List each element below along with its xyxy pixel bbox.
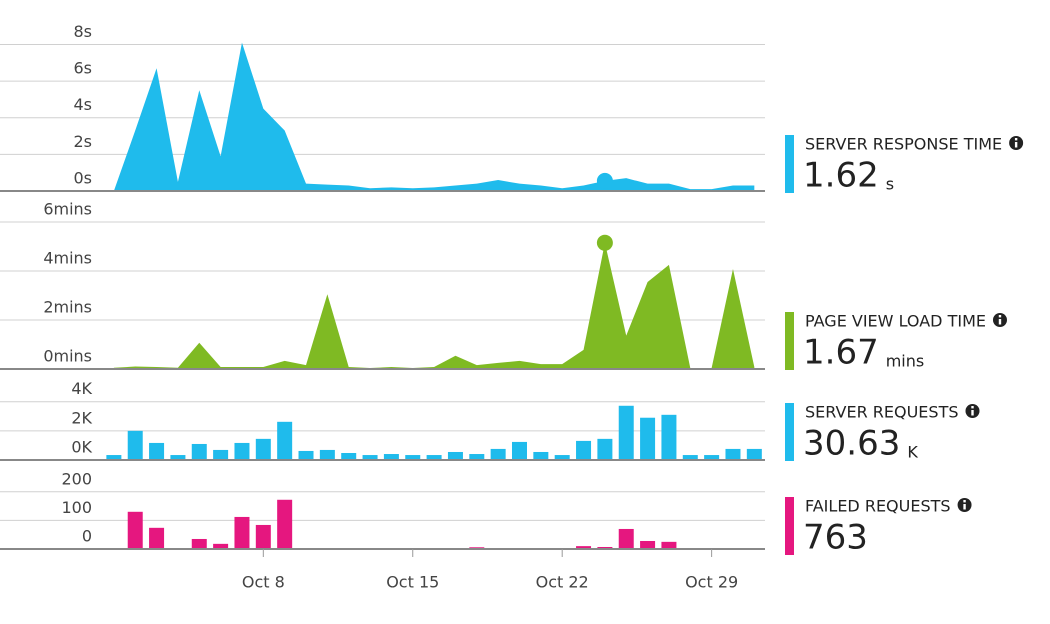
x-tick-label: Oct 29 (685, 573, 738, 592)
point-marker (596, 172, 613, 189)
bar (597, 546, 613, 549)
summary-bar (785, 135, 794, 193)
bar (149, 527, 165, 549)
y-tick-label: 200 (61, 469, 92, 488)
bar (277, 499, 293, 549)
bar (597, 438, 613, 460)
bar (511, 441, 527, 460)
summary-value: 763 (803, 518, 868, 558)
summary-title: SERVER RESPONSE TIME (805, 135, 1002, 154)
bar (213, 543, 229, 549)
bar (576, 546, 592, 549)
info-icon-dot (963, 500, 966, 503)
bar (106, 455, 122, 460)
bar (191, 538, 207, 549)
summary-bar (785, 497, 794, 555)
bar (746, 448, 762, 460)
bar (447, 451, 463, 460)
bar (704, 455, 720, 460)
info-icon-dot (1014, 138, 1018, 141)
info-icon-dot (971, 406, 974, 409)
bar (298, 450, 314, 460)
summary-unit: mins (886, 352, 925, 371)
bar (234, 442, 250, 460)
bar (469, 454, 485, 460)
bar (255, 438, 271, 460)
y-tick-label: 0K (71, 438, 92, 457)
bar (618, 405, 634, 460)
y-tick-label: 100 (61, 498, 92, 517)
y-tick-label: 4mins (43, 248, 92, 267)
bar (170, 455, 186, 460)
bar (725, 448, 741, 460)
summary-unit: K (907, 443, 918, 462)
bar (277, 421, 293, 460)
bar (362, 455, 378, 460)
bar (618, 528, 634, 549)
bar (191, 443, 207, 460)
bar (661, 414, 677, 460)
y-tick-label: 2K (71, 408, 92, 427)
point-marker (596, 234, 613, 251)
info-icon-dot (998, 315, 1002, 318)
y-tick-label: 4K (71, 379, 92, 398)
x-tick-label: Oct 22 (536, 573, 589, 592)
info-icon-stem (1014, 142, 1018, 148)
area (113, 242, 755, 369)
y-tick-label: 8s (73, 22, 92, 41)
area (113, 42, 755, 191)
info-icon-stem (963, 504, 966, 510)
summary-bar (785, 312, 794, 370)
summary-title: FAILED REQUESTS (805, 497, 951, 516)
bar (490, 448, 506, 460)
x-tick-label: Oct 15 (386, 573, 439, 592)
bar (383, 454, 399, 460)
summary-title: PAGE VIEW LOAD TIME (805, 312, 986, 331)
bar (576, 440, 592, 460)
bar (640, 540, 656, 549)
y-tick-label: 2mins (43, 297, 92, 316)
bar (255, 524, 271, 549)
bar (426, 455, 442, 460)
summary-value: 1.62 (803, 156, 879, 196)
info-icon-stem (971, 410, 974, 416)
summary-unit: s (886, 175, 894, 194)
y-tick-label: 6mins (43, 199, 92, 218)
bar (341, 453, 357, 460)
y-tick-label: 2s (73, 132, 92, 151)
bar (319, 449, 335, 460)
y-tick-label: 4s (73, 95, 92, 114)
bar (554, 455, 570, 460)
summary-bar (785, 403, 794, 461)
bar (640, 417, 656, 460)
bar (533, 451, 549, 460)
y-tick-label: 0s (73, 169, 92, 188)
info-icon-stem (998, 319, 1002, 325)
bar (213, 449, 229, 460)
bar (127, 511, 143, 549)
summary-title: SERVER REQUESTS (805, 403, 959, 422)
bar (405, 455, 421, 460)
bar (661, 541, 677, 549)
summary-value: 30.63 (803, 424, 900, 464)
y-tick-label: 0mins (43, 347, 92, 366)
bar (234, 516, 250, 549)
y-tick-label: 0 (82, 527, 92, 546)
summary-value: 1.67 (803, 333, 879, 373)
bar (682, 455, 698, 460)
bar (127, 430, 143, 460)
bar (149, 442, 165, 460)
y-tick-label: 6s (73, 59, 92, 78)
x-tick-label: Oct 8 (242, 573, 285, 592)
